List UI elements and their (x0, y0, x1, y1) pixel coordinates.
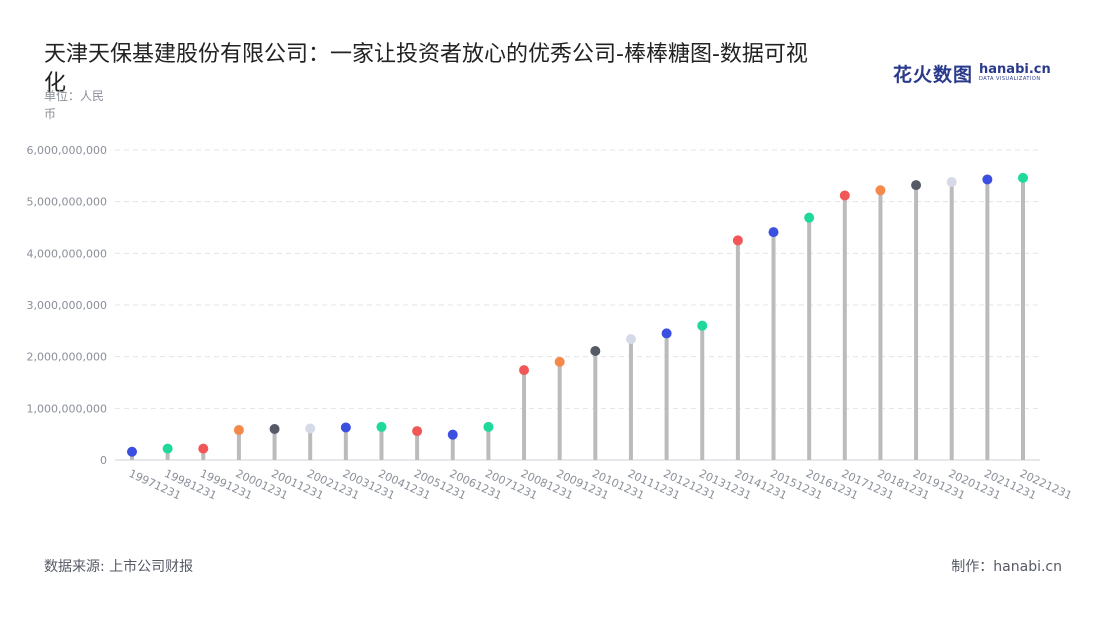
lollipop-dot (732, 235, 743, 246)
y-tick-label: 0 (100, 454, 107, 467)
lollipop-dot (804, 212, 815, 223)
lollipop-dot (483, 421, 494, 432)
unit-label: 单位：人民币 (44, 89, 105, 121)
chart-title: 天津天保基建股份有限公司：一家让投资者放心的优秀公司-棒棒糖图-数据可视化 (44, 42, 808, 96)
y-tick-label: 2,000,000,000 (27, 351, 107, 364)
lollipop-dot (768, 227, 779, 238)
lollipop-dot (198, 443, 209, 454)
lollipop-dot (661, 328, 672, 339)
lollipop-dot (519, 365, 530, 376)
lollipop-dot (875, 185, 886, 196)
y-tick-label: 5,000,000,000 (27, 196, 107, 209)
lollipop-dot (839, 190, 850, 201)
lollipop-dot (911, 180, 922, 191)
lollipop-dot (233, 425, 244, 436)
y-tick-label: 6,000,000,000 (27, 144, 107, 157)
lollipop-dot (1018, 172, 1028, 183)
logo-en-sub-text: DATA VISUALIZATION (979, 76, 1041, 82)
lollipop-dot (554, 356, 565, 367)
lollipop-dot (625, 334, 636, 345)
lollipop-dot (590, 345, 601, 356)
lollipop-dot (697, 320, 708, 331)
y-tick-label: 4,000,000,000 (27, 247, 107, 260)
lollipop-dot (340, 422, 351, 433)
logo-en-text: hanabi.cn (979, 62, 1051, 77)
lollipop-dot (305, 423, 316, 434)
data-source: 数据来源: 上市公司财报 (44, 559, 194, 575)
logo-en-block: hanabi.cn DATA VISUALIZATION (979, 63, 1051, 83)
lollipop-dot (447, 429, 458, 440)
lollipop-dot (127, 446, 137, 457)
lollipop-dot (982, 174, 993, 185)
lollipop-dot (412, 426, 423, 437)
y-tick-label: 3,000,000,000 (27, 299, 107, 312)
lollipop-dot (162, 443, 173, 454)
y-tick-label: 1,000,000,000 (27, 402, 107, 415)
lollipop-dot (376, 421, 387, 432)
lollipop-dot (946, 177, 957, 188)
logo-cn-text: 花火数图 (893, 63, 974, 86)
lollipop-dot (269, 424, 280, 434)
maker-credit: 制作：hanabi.cn (951, 559, 1062, 575)
brand-logo: 花火数图 hanabi.cn DATA VISUALIZATION (893, 60, 1051, 86)
